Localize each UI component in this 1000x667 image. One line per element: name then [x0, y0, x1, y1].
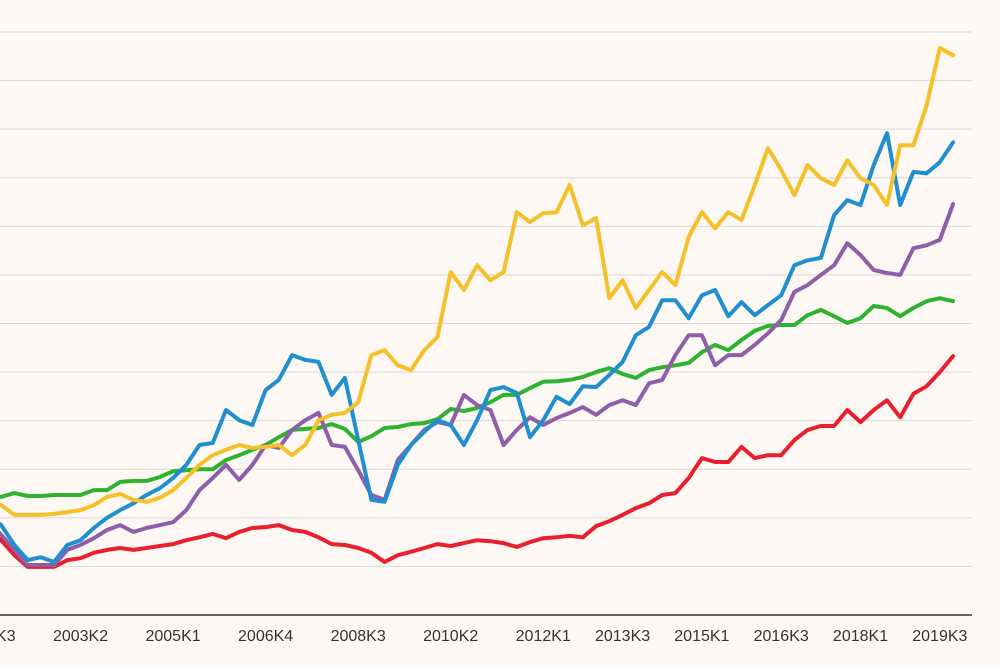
data-line: [0, 354, 956, 569]
x-tick-label: 2015K1: [674, 628, 729, 645]
data-line: [0, 131, 956, 564]
data-line: [0, 202, 956, 567]
data-line: [0, 46, 956, 517]
x-tick-label: 2019K3: [912, 628, 967, 645]
data-line: [0, 296, 956, 499]
x-tick-label: 2013K3: [595, 628, 650, 645]
x-tick-label: 2001K3: [0, 628, 16, 645]
x-tick-label: 2005K1: [145, 628, 200, 645]
x-tick-label: 2010K2: [423, 628, 478, 645]
x-tick-label: 2018K1: [833, 628, 888, 645]
x-tick-label: 2008K3: [331, 628, 386, 645]
x-tick-label: 2006K4: [238, 628, 293, 645]
x-tick-label: 2003K2: [53, 628, 108, 645]
x-tick-label: 2012K1: [516, 628, 571, 645]
x-tick-label: 2016K3: [754, 628, 809, 645]
